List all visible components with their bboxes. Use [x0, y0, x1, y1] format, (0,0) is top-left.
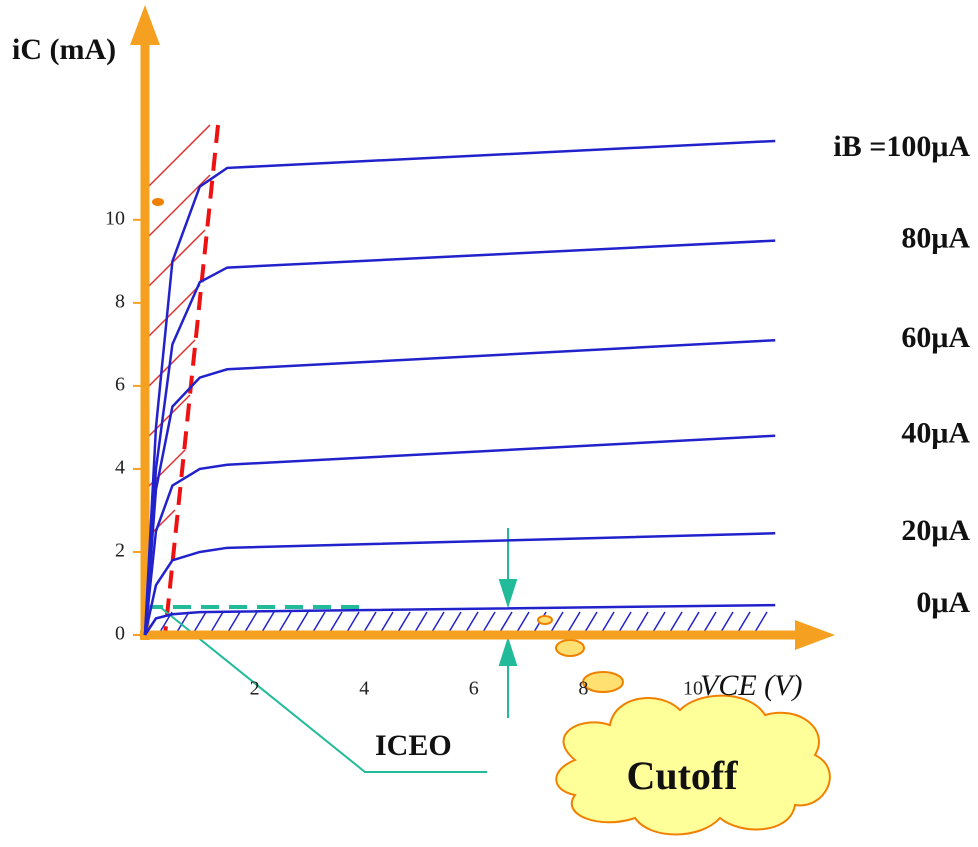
hatch-line — [636, 612, 648, 632]
curve — [145, 141, 775, 635]
hatch-line — [568, 612, 580, 632]
y-tick-label: 10 — [105, 207, 125, 229]
hatch-line — [330, 612, 342, 632]
hatch-line — [687, 612, 699, 632]
hatch-line — [619, 612, 631, 632]
curve — [145, 241, 775, 635]
hatch-line — [296, 612, 308, 632]
y-tick-label: 4 — [115, 457, 125, 479]
hatch-line — [415, 612, 427, 632]
x-tick-label: 6 — [469, 678, 479, 700]
legend-label: 40μA — [901, 417, 970, 450]
x-tick-label: 8 — [578, 678, 588, 700]
hatch-line — [364, 612, 376, 632]
hatch-line — [228, 612, 240, 632]
hatch-line — [585, 612, 597, 632]
x-tick-label: 2 — [250, 678, 260, 700]
y-tick-label: 6 — [115, 373, 125, 395]
x-tick-label: 10 — [683, 678, 703, 700]
hatch-line — [211, 612, 223, 632]
hatch-line — [432, 612, 444, 632]
x-axis-label: VCE (V) — [700, 669, 802, 702]
hatch-line — [449, 612, 461, 632]
hatch-line — [738, 612, 750, 632]
chart: iC (mA) VCE (V) ICEO Cutoff 2 4 6 8 10 0 2 4 6 8 1… — [0, 0, 978, 842]
saturation-boundary — [165, 125, 218, 635]
hatch-line — [670, 612, 682, 632]
y-tick-label: 2 — [115, 540, 125, 562]
hatch-line — [313, 612, 325, 632]
hatch-line — [381, 612, 393, 632]
legend-label: 0μA — [916, 586, 970, 619]
iceo-label: ICEO — [375, 729, 452, 762]
hatch-line — [500, 612, 512, 632]
legend-label: 80μA — [901, 221, 970, 254]
legend-label: 20μA — [901, 514, 970, 547]
legend-label: iB =100μA — [833, 130, 970, 163]
hatch-line — [398, 612, 410, 632]
hatch-line — [279, 612, 291, 632]
hatch-line — [517, 612, 529, 632]
cutoff-label: Cutoff — [626, 753, 738, 798]
cutoff-hatch — [160, 612, 767, 632]
y-tick-label: 8 — [115, 290, 125, 312]
y-tick-label: 0 — [115, 623, 125, 645]
hatch-line — [721, 612, 733, 632]
curve — [145, 340, 775, 635]
hatch-line — [602, 612, 614, 632]
cloud-dots — [152, 198, 623, 692]
curve — [145, 533, 775, 635]
hatch-line — [755, 612, 767, 632]
hatch-line — [194, 612, 206, 632]
hatch-line — [653, 612, 665, 632]
hatch-line — [245, 612, 257, 632]
x-tick-label: 4 — [359, 678, 369, 700]
hatch-line — [704, 612, 716, 632]
y-axis-label: iC (mA) — [12, 33, 116, 66]
legend-label: 60μA — [901, 321, 970, 354]
hatch-line — [262, 612, 274, 632]
axes — [130, 5, 835, 650]
hatch-line — [347, 612, 359, 632]
hatch-line — [551, 612, 563, 632]
hatch-line — [483, 612, 495, 632]
hatch-line — [466, 612, 478, 632]
width-arrows — [500, 528, 516, 718]
